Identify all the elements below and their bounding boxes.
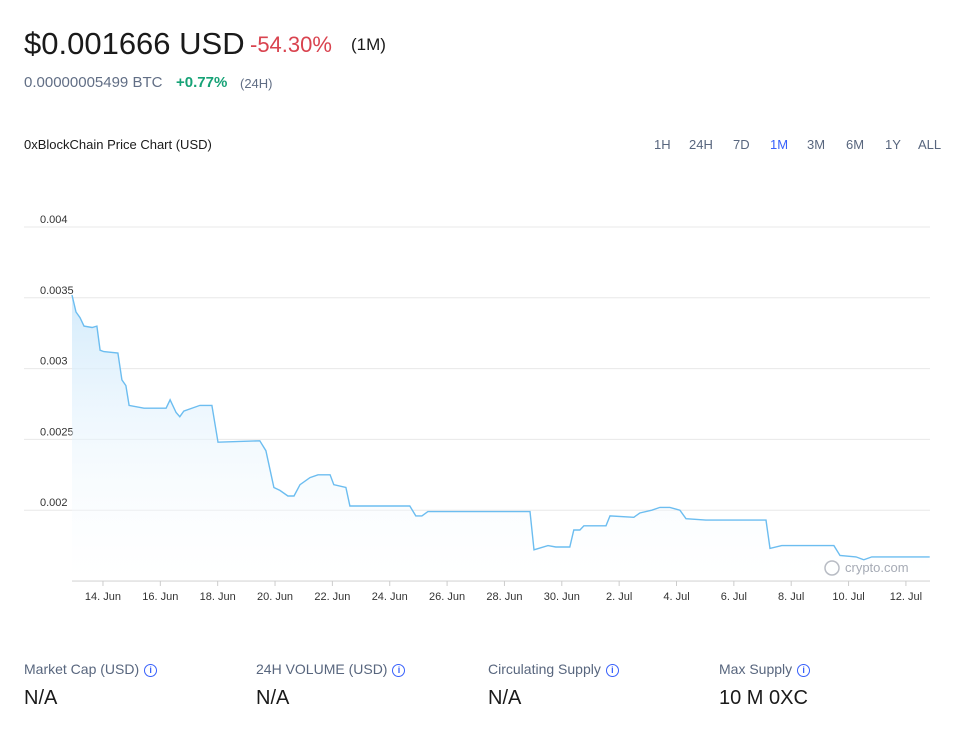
stat-label: Max Supply i	[719, 661, 811, 677]
stat-value: N/A	[488, 687, 522, 709]
y-tick-label: 0.0025	[40, 426, 74, 438]
stat-label-text: 24H VOLUME (USD)	[256, 661, 388, 677]
range-button[interactable]: 6M	[846, 137, 865, 152]
x-tick-label: 12. Jul	[890, 591, 922, 603]
info-icon[interactable]: i	[392, 664, 406, 677]
range-button[interactable]: 24H	[689, 137, 713, 152]
price: $0.001666 USD	[24, 26, 245, 61]
x-tick-label: 28. Jun	[486, 591, 522, 603]
btc-change: +0.77%	[176, 74, 228, 91]
stat-label-text: Circulating Supply	[488, 661, 601, 677]
stat-label: Circulating Supply i	[488, 661, 619, 677]
x-tick-label: 26. Jun	[429, 591, 465, 603]
y-tick-label: 0.004	[40, 214, 68, 226]
x-tick-label: 4. Jul	[663, 591, 689, 603]
x-tick-label: 20. Jun	[257, 591, 293, 603]
x-tick-label: 18. Jun	[200, 591, 236, 603]
change-period: (1M)	[351, 35, 386, 54]
x-tick-label: 10. Jul	[832, 591, 864, 603]
chart-title: 0xBlockChain Price Chart (USD)	[24, 137, 212, 152]
stat-label-text: Max Supply	[719, 661, 793, 677]
x-tick-label: 6. Jul	[721, 591, 747, 603]
range-button[interactable]: 1H	[654, 137, 671, 152]
range-button[interactable]: 3M	[807, 137, 826, 152]
x-tick-label: 2. Jul	[606, 591, 632, 603]
stat-label: 24H VOLUME (USD) i	[256, 661, 406, 677]
range-button[interactable]: ALL	[918, 137, 942, 152]
price-line	[71, 294, 930, 561]
y-tick-label: 0.003	[40, 356, 68, 368]
stat-value: N/A	[256, 687, 290, 709]
stat-value: 10 M 0XC	[719, 687, 808, 709]
price-change: -54.30%	[250, 32, 332, 57]
btc-price: 0.00000005499 BTC	[24, 74, 163, 91]
btc-period: (24H)	[240, 76, 273, 91]
stat-label: Market Cap (USD) i	[24, 661, 158, 677]
y-tick-label: 0.0035	[40, 285, 74, 297]
range-button[interactable]: 1M	[770, 137, 789, 152]
chart: 0.002 0.0025 0.003 0.0035 0.004 14. Jun 16. Ju…	[24, 214, 930, 603]
x-tick-label: 16. Jun	[142, 591, 178, 603]
area	[72, 295, 930, 581]
stat-value: N/A	[24, 687, 58, 709]
range-button[interactable]: 7D	[733, 137, 750, 152]
x-tick-label: 30. Jun	[544, 591, 580, 603]
x-tick-label: 22. Jun	[314, 591, 350, 603]
watermark: crypto.com	[824, 560, 909, 576]
stat-label-text: Market Cap (USD)	[24, 661, 140, 677]
info-icon[interactable]: i	[797, 664, 811, 677]
y-tick-label: 0.002	[40, 497, 68, 509]
x-tick-label: 8. Jul	[778, 591, 804, 603]
x-tick-label: 24. Jun	[372, 591, 408, 603]
watermark-text: crypto.com	[845, 560, 909, 575]
x-tick-label: 14. Jun	[85, 591, 121, 603]
range-button[interactable]: 1Y	[885, 137, 901, 152]
info-icon[interactable]: i	[144, 664, 158, 677]
info-icon[interactable]: i	[605, 664, 619, 677]
